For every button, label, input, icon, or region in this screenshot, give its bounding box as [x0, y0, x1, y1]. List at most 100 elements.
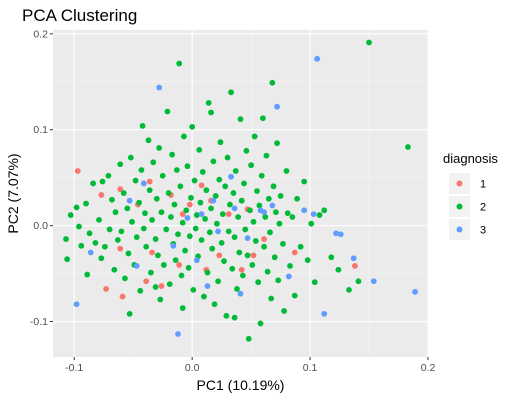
point-diagnosis-3	[228, 173, 234, 180]
point-diagnosis-2	[249, 262, 256, 268]
point-diagnosis-2	[175, 231, 181, 238]
point-diagnosis-2	[308, 220, 315, 227]
point-diagnosis-2	[247, 207, 253, 214]
point-diagnosis-1	[198, 182, 205, 189]
point-diagnosis-2	[366, 39, 372, 46]
point-diagnosis-2	[73, 204, 80, 211]
x-tick-label: -0.1	[65, 362, 83, 374]
point-diagnosis-2	[120, 190, 127, 196]
point-diagnosis-2	[261, 243, 267, 250]
point-diagnosis-2	[280, 240, 286, 247]
point-diagnosis-2	[283, 168, 290, 174]
point-diagnosis-3	[198, 211, 205, 218]
point-diagnosis-2	[191, 177, 198, 184]
legend-entries: 1 2 3	[449, 173, 486, 240]
point-diagnosis-1	[146, 178, 153, 185]
point-diagnosis-2	[172, 257, 179, 264]
point-diagnosis-2	[64, 256, 71, 263]
y-tick-label: 0.2	[33, 28, 48, 40]
point-diagnosis-1	[179, 211, 186, 218]
x-tick-label: 0.2	[421, 362, 436, 374]
point-diagnosis-2	[186, 233, 193, 240]
point-diagnosis-2	[106, 226, 113, 233]
point-diagnosis-2	[289, 214, 296, 220]
point-diagnosis-2	[231, 314, 238, 321]
point-diagnosis-2	[215, 278, 221, 285]
point-diagnosis-2	[234, 286, 240, 292]
point-diagnosis-1	[119, 293, 126, 300]
point-diagnosis-3	[261, 209, 267, 216]
point-diagnosis-2	[152, 236, 159, 242]
point-diagnosis-2	[250, 218, 257, 225]
point-diagnosis-2	[155, 252, 161, 259]
point-diagnosis-2	[177, 183, 184, 190]
point-diagnosis-2	[156, 145, 163, 151]
point-diagnosis-2	[284, 210, 291, 217]
minor-grid	[53, 30, 428, 357]
point-diagnosis-2	[248, 162, 255, 169]
point-diagnosis-2	[147, 269, 154, 276]
point-diagnosis-2	[153, 195, 160, 202]
point-diagnosis-2	[109, 196, 115, 203]
point-diagnosis-2	[179, 305, 186, 311]
point-diagnosis-2	[335, 266, 342, 273]
point-diagnosis-2	[197, 199, 204, 206]
point-diagnosis-3	[310, 211, 317, 218]
legend-label: 3	[480, 225, 486, 237]
point-diagnosis-2	[252, 238, 259, 244]
point-diagnosis-2	[182, 247, 188, 254]
point-diagnosis-2	[140, 225, 147, 232]
point-diagnosis-2	[112, 209, 119, 216]
point-diagnosis-2	[192, 225, 199, 232]
point-diagnosis-2	[152, 284, 159, 290]
point-diagnosis-2	[274, 140, 280, 147]
point-diagnosis-3	[170, 242, 177, 249]
point-diagnosis-1	[117, 245, 124, 252]
point-diagnosis-2	[242, 226, 249, 233]
point-diagnosis-2	[229, 265, 236, 272]
point-diagnosis-1	[158, 283, 165, 289]
point-diagnosis-1	[117, 186, 124, 193]
plot-panel	[53, 30, 428, 357]
point-diagnosis-1	[176, 262, 183, 268]
point-diagnosis-2	[254, 188, 260, 195]
point-diagnosis-2	[142, 210, 148, 217]
point-diagnosis-2	[287, 263, 293, 269]
point-diagnosis-2	[230, 190, 237, 196]
point-diagnosis-1	[149, 249, 155, 256]
x-axis: -0.1 0.0 0.1 0.2	[65, 357, 435, 374]
point-diagnosis-2	[145, 137, 152, 144]
point-diagnosis-2	[217, 139, 224, 146]
point-diagnosis-2	[269, 79, 276, 86]
point-diagnosis-2	[235, 214, 242, 220]
point-diagnosis-2	[171, 201, 178, 208]
point-diagnosis-3	[285, 273, 292, 280]
point-diagnosis-2	[136, 199, 142, 206]
point-diagnosis-2	[232, 168, 239, 174]
point-diagnosis-2	[111, 266, 118, 273]
point-diagnosis-2	[270, 183, 277, 190]
point-diagnosis-1	[351, 263, 358, 269]
point-diagnosis-2	[237, 116, 244, 123]
point-diagnosis-1	[291, 249, 298, 256]
point-diagnosis-2	[277, 192, 284, 199]
point-diagnosis-2	[218, 239, 225, 246]
point-diagnosis-2	[180, 133, 187, 140]
legend-title: diagnosis	[443, 151, 498, 166]
point-diagnosis-2	[271, 254, 278, 261]
point-diagnosis-2	[216, 176, 223, 183]
point-diagnosis-1	[103, 286, 109, 292]
data-points	[63, 39, 418, 342]
point-diagnosis-2	[205, 99, 212, 106]
point-diagnosis-2	[92, 239, 99, 246]
point-diagnosis-2	[184, 163, 191, 170]
point-diagnosis-2	[179, 219, 186, 226]
point-diagnosis-2	[188, 194, 194, 201]
point-diagnosis-3	[140, 180, 147, 187]
point-diagnosis-2	[291, 292, 298, 299]
point-diagnosis-1	[238, 266, 245, 273]
point-diagnosis-2	[83, 200, 89, 207]
point-diagnosis-3	[133, 263, 140, 269]
point-diagnosis-2	[255, 279, 262, 286]
